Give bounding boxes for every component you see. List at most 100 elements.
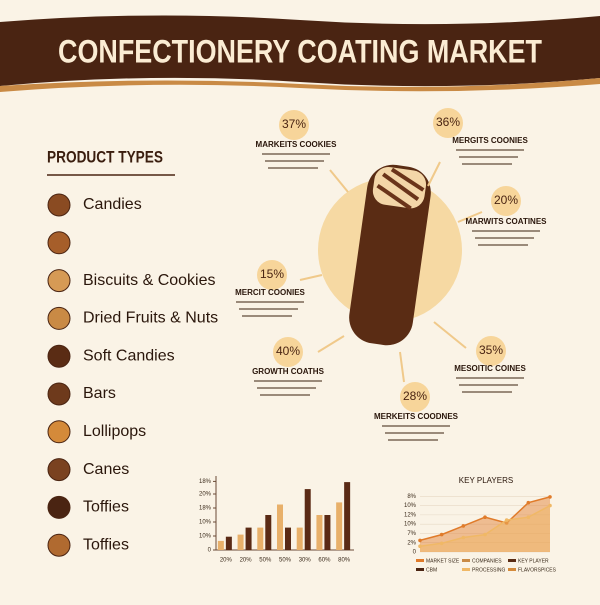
header-trim xyxy=(0,78,600,92)
bar xyxy=(277,504,283,550)
legend-swatch xyxy=(508,559,516,562)
item-label: Lollipops xyxy=(83,423,146,440)
legend-label: COMPANIES xyxy=(472,558,502,564)
bar xyxy=(336,502,343,550)
pointer xyxy=(317,335,345,353)
legend-label: CBM xyxy=(426,567,437,573)
point xyxy=(548,495,552,499)
bar xyxy=(285,527,291,550)
callout-title: MARWITS COATINES xyxy=(465,217,547,226)
pointer xyxy=(299,274,323,281)
legend-label: MARKET SIZE xyxy=(426,558,460,564)
pointer xyxy=(457,211,483,223)
item-icon xyxy=(47,382,71,406)
bar xyxy=(265,515,272,550)
item-label: Dried Fruits & Nuts xyxy=(83,310,218,327)
callout-title: GROWTH COATHS xyxy=(252,367,325,376)
point xyxy=(504,518,509,522)
item-icon xyxy=(47,533,71,557)
percent-label: 40% xyxy=(276,344,300,358)
percent-label: 37% xyxy=(282,117,306,131)
bar xyxy=(225,536,232,550)
y-tick-label: 0 xyxy=(208,548,212,554)
bar xyxy=(316,515,323,550)
point xyxy=(439,532,444,537)
y-tick-label: 10% xyxy=(404,522,417,528)
y-tick-label: 0 xyxy=(413,550,417,556)
point xyxy=(461,535,466,540)
point xyxy=(526,500,531,505)
percent-badge xyxy=(491,186,521,216)
y-tick-label: 10% xyxy=(199,520,212,526)
point xyxy=(483,532,487,537)
header-band xyxy=(0,15,600,87)
bar xyxy=(304,489,311,550)
point xyxy=(483,515,487,519)
callout-title: MARKEITS COOKIES xyxy=(256,140,338,149)
pointer xyxy=(329,169,349,193)
percent-badge xyxy=(476,336,506,366)
percent-badge xyxy=(273,337,303,367)
x-tick-label: 60% xyxy=(318,558,331,564)
item-label: Bars xyxy=(83,385,116,402)
callout-title: MERGITS COONIES xyxy=(452,136,528,145)
x-tick-label: 80% xyxy=(338,558,351,564)
callout-title: MERCIT COONIES xyxy=(235,288,305,297)
percent-badge xyxy=(433,108,463,138)
bar xyxy=(257,527,264,550)
percent-label: 15% xyxy=(260,267,284,281)
legend-swatch xyxy=(462,568,470,571)
point xyxy=(418,544,422,548)
x-tick-label: 20% xyxy=(220,558,233,564)
chart-title: KEY PLAYERS xyxy=(459,476,513,485)
point xyxy=(461,524,466,528)
pointer xyxy=(433,321,467,349)
legend-swatch xyxy=(462,559,470,562)
legend-swatch xyxy=(416,559,424,562)
x-tick-label: 50% xyxy=(259,558,272,564)
legend-swatch xyxy=(416,568,424,571)
area xyxy=(420,496,550,552)
legend-swatch xyxy=(508,568,516,571)
percent-label: 20% xyxy=(494,193,518,207)
point xyxy=(548,503,552,508)
y-tick-label: 20% xyxy=(199,492,212,498)
x-tick-label: 50% xyxy=(279,558,292,564)
item-icon xyxy=(47,344,71,368)
point xyxy=(504,521,509,525)
item-label: Biscuits & Cookies xyxy=(83,272,216,289)
legend-label: KEY PLAYER xyxy=(518,558,549,564)
section-title: PRODUCT TYPES xyxy=(47,147,163,166)
point xyxy=(418,538,422,543)
item-icon xyxy=(47,420,71,444)
chocolate-bar xyxy=(349,164,431,346)
y-tick-label: 10% xyxy=(199,534,212,540)
y-tick-label: 8% xyxy=(407,494,416,500)
item-icon xyxy=(47,269,71,293)
percent-label: 28% xyxy=(403,389,427,403)
pointer xyxy=(399,351,405,383)
x-tick-label: 30% xyxy=(299,558,312,564)
y-tick-label: 10% xyxy=(404,503,417,509)
percent-badge xyxy=(279,110,309,140)
y-tick-label: 12% xyxy=(404,512,417,518)
item-label: Soft Candies xyxy=(83,347,175,364)
bar xyxy=(324,515,331,550)
item-icon xyxy=(47,193,71,217)
point xyxy=(439,541,444,546)
point xyxy=(526,515,531,519)
y-tick-label: 7% xyxy=(407,531,416,537)
percent-label: 35% xyxy=(479,343,503,357)
percent-badge xyxy=(257,260,287,290)
callout-title: MESOITIC COINES xyxy=(454,364,526,373)
item-icon xyxy=(47,231,71,255)
bar xyxy=(237,534,244,550)
y-tick-label: 18% xyxy=(199,506,212,512)
item-icon xyxy=(47,306,71,330)
pointer xyxy=(427,161,441,187)
item-label: Candies xyxy=(83,196,142,213)
legend-label: FLAVORSPICES xyxy=(518,567,557,573)
y-tick-label: 2% xyxy=(407,540,416,546)
